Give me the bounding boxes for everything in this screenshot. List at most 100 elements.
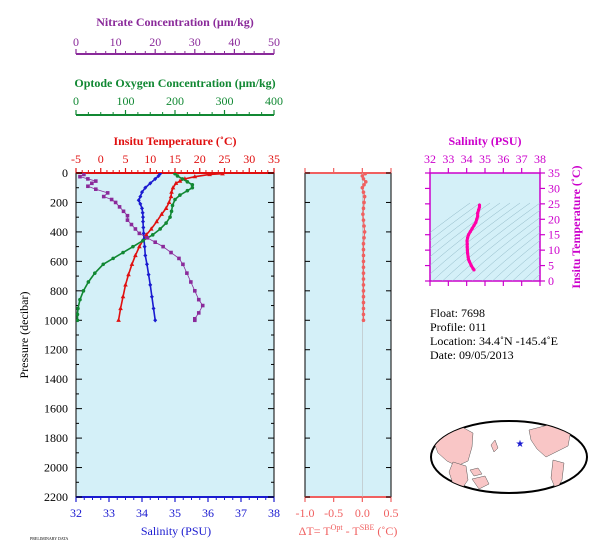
- nitrate-point: [82, 173, 86, 177]
- main-plot-area: [75, 172, 275, 498]
- oxygen-tick-label: 200: [166, 94, 184, 108]
- delta-t-point: [361, 218, 366, 222]
- temperature-point: [123, 282, 128, 287]
- pressure-tick-label: 800: [50, 284, 68, 298]
- delta-t-point: [362, 182, 366, 187]
- pressure-tick-label: 2000: [44, 461, 68, 475]
- delta-t-point: [361, 253, 366, 258]
- temperature-point: [143, 232, 149, 237]
- ts-density-contour: [482, 232, 540, 281]
- ts-point: [475, 217, 479, 221]
- ts-point: [477, 203, 482, 207]
- ts-salinity-tick-label: 37: [516, 152, 528, 166]
- nitrate-point: [193, 318, 197, 323]
- delta-t-point: [363, 173, 367, 176]
- ts-temperature-tick-label: 35: [548, 166, 560, 180]
- pressure-tick-label: 1000: [44, 313, 68, 327]
- temperature-point: [118, 305, 123, 311]
- ts-plot-area: [429, 172, 541, 282]
- oxygen-point: [180, 177, 185, 181]
- nitrate-point: [86, 177, 90, 181]
- oxygen-axis: Optode Oxygen Concentration (µm/kg) 0 100…: [73, 76, 283, 116]
- nitrate-axis: Nitrate Concentration (µm/kg) 0 10 20 30 40 5…: [73, 15, 280, 55]
- nitrate-point: [117, 205, 122, 209]
- delta-t-tick-label: -1.0: [296, 506, 315, 520]
- temperature-point: [116, 317, 121, 322]
- nitrate-point: [86, 184, 90, 189]
- delta-t-point: [362, 200, 366, 205]
- delta-t-point: [361, 271, 366, 275]
- delta-t-tick-label: 0.0: [355, 506, 370, 520]
- delta-t-point: [362, 194, 367, 199]
- ts-temperature-tick-label: 5: [548, 259, 554, 273]
- temperature-point: [133, 252, 138, 258]
- ts-point: [465, 242, 469, 246]
- nitrate-point: [145, 236, 150, 240]
- oxygen-point: [86, 280, 91, 284]
- pressure-tick-label: 1800: [44, 431, 68, 445]
- salinity-tick-label: 34: [136, 506, 148, 520]
- ts-temperature-tick-label: 0: [548, 274, 554, 288]
- nitrate-point: [109, 197, 114, 202]
- delta-t-point: [361, 247, 366, 252]
- ts-temperature-tick-label: 25: [548, 197, 560, 211]
- salinity-point: [142, 244, 147, 249]
- delta-t-tick-label: -0.5: [324, 506, 343, 520]
- pressure-tick-label: 1600: [44, 402, 68, 416]
- nitrate-point: [78, 174, 82, 179]
- oxygen-point: [141, 238, 145, 243]
- oxygen-point: [76, 318, 80, 323]
- delta-t-point: [361, 306, 366, 311]
- temperature-axis-title: Insitu Temperature (˚C): [113, 134, 236, 148]
- ts-salinity-tick-label: 34: [461, 152, 473, 166]
- nitrate-point: [137, 231, 142, 236]
- ts-point: [466, 257, 471, 261]
- oxygen-point: [169, 209, 174, 214]
- oxygen-point: [170, 203, 175, 208]
- salinity-tick-label: 38: [268, 506, 280, 520]
- temperature-point: [220, 173, 225, 176]
- nitrate-tick-label: 40: [228, 35, 240, 49]
- nitrate-point: [153, 240, 157, 245]
- delta-t-point: [361, 265, 366, 270]
- pressure-tick-label: 2200: [44, 490, 68, 504]
- ts-point: [466, 255, 470, 259]
- temperature-point: [177, 178, 183, 183]
- salinity-tick-label: 33: [103, 506, 115, 520]
- salinity-point: [138, 201, 143, 207]
- map-land-japan: [490, 439, 499, 453]
- salinity-point: [143, 185, 148, 190]
- temperature-point: [148, 226, 154, 231]
- ts-density-contour: [492, 240, 540, 281]
- ts-temperature-axis-title: Insitu Temperature (˚C): [569, 165, 583, 288]
- salinity-point: [140, 219, 145, 224]
- oxygen-point: [164, 221, 168, 225]
- temperature-point: [170, 185, 176, 190]
- delta-t-point: [361, 300, 366, 305]
- ts-density-contour: [430, 202, 491, 249]
- ts-point: [470, 226, 474, 231]
- oxygen-point: [178, 193, 182, 197]
- oxygen-point: [175, 174, 180, 178]
- ts-temperature-tick-label: 15: [548, 228, 560, 242]
- oxygen-axis-title: Optode Oxygen Concentration (µm/kg): [74, 76, 275, 90]
- temperature-tick-label: 15: [169, 152, 181, 166]
- ts-point: [468, 230, 472, 234]
- nitrate-point: [125, 213, 130, 218]
- oxygen-point: [190, 182, 195, 187]
- salinity-point: [153, 176, 158, 182]
- delta-t-point: [362, 224, 366, 228]
- float-location-marker: ★: [516, 439, 525, 450]
- world-map: ★: [430, 420, 588, 494]
- map-land-indonesia: [469, 467, 483, 477]
- oxygen-point: [101, 262, 106, 267]
- oxygen-tick-label: 400: [265, 94, 283, 108]
- nitrate-tick-label: 0: [73, 35, 79, 49]
- ts-point: [465, 236, 470, 240]
- ts-salinity-axis-title: Salinity (PSU): [448, 134, 521, 148]
- nitrate-point: [125, 218, 130, 222]
- salinity-point: [151, 306, 156, 311]
- delta-t-point: [361, 177, 366, 181]
- oxygen-point: [76, 306, 80, 311]
